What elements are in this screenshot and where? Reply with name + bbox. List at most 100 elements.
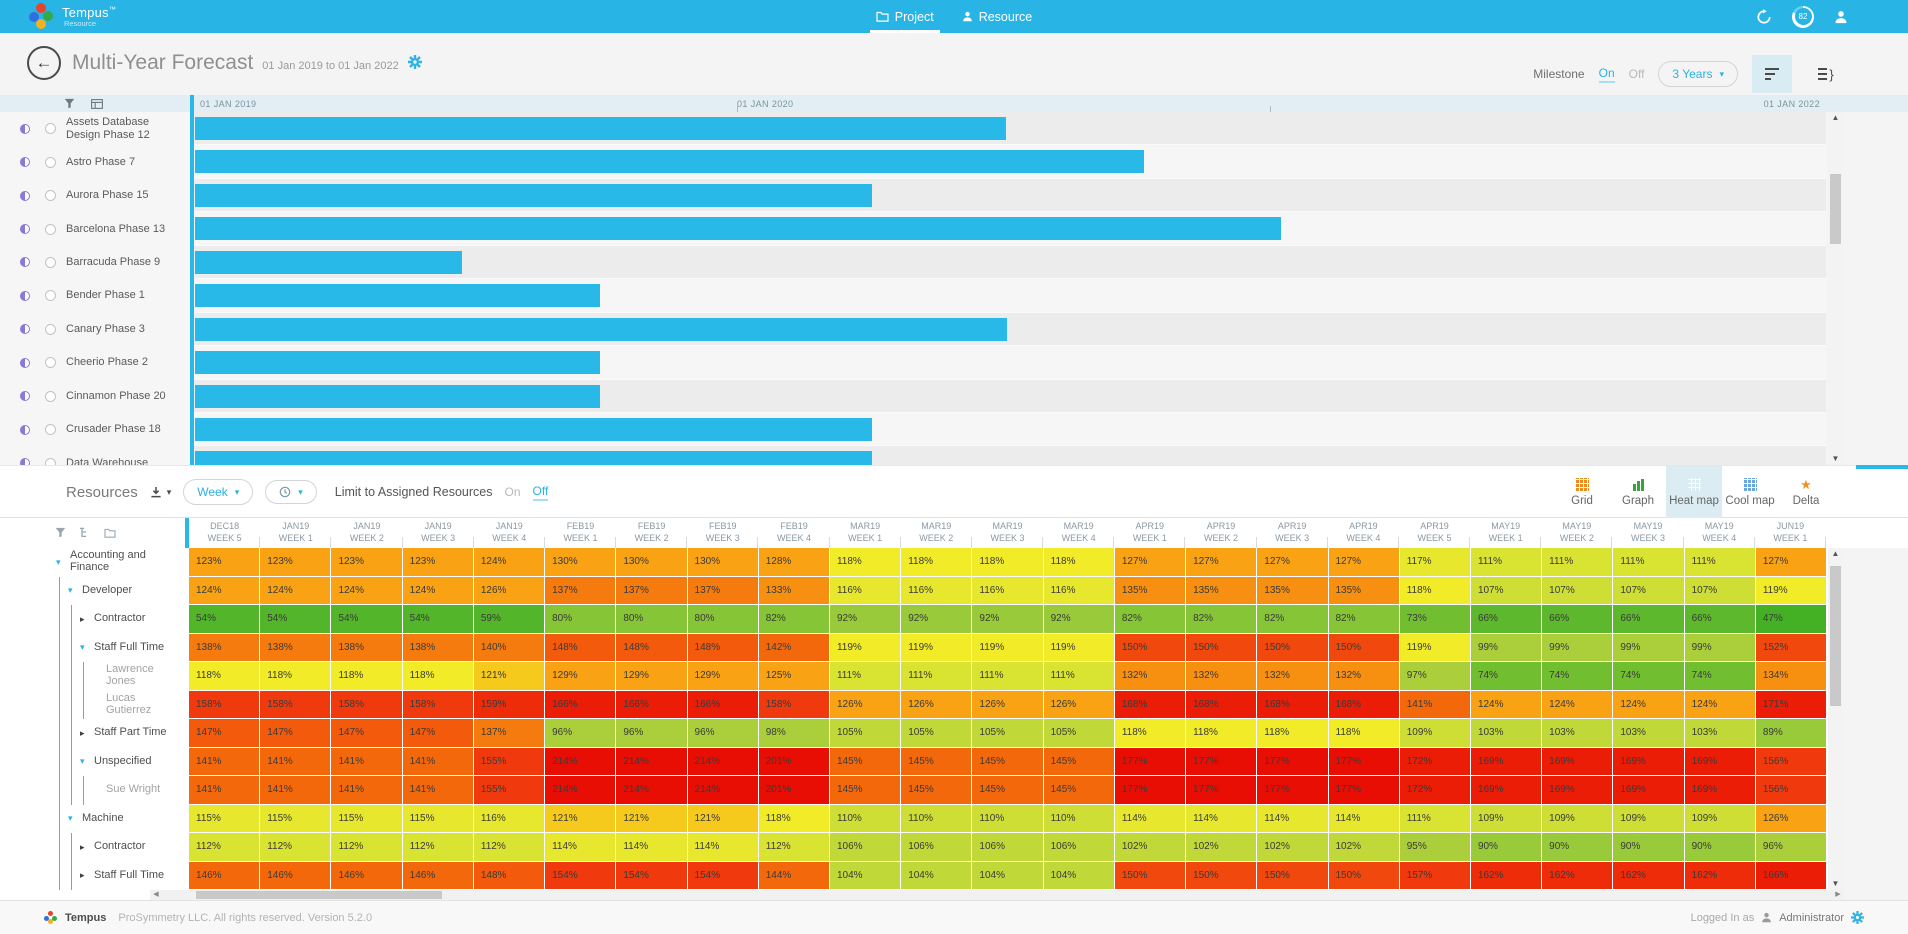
heatmap-cell[interactable]: 214% [545, 776, 616, 804]
heatmap-cell[interactable]: 156% [1755, 747, 1827, 775]
heatmap-cell[interactable]: 119% [1043, 633, 1114, 661]
heatmap-cell[interactable]: 112% [758, 833, 829, 861]
heatmap-cell[interactable]: 148% [545, 633, 616, 661]
heatmap-cell[interactable]: 119% [972, 633, 1043, 661]
heatmap-cell[interactable]: 147% [402, 719, 473, 747]
heatmap-cell[interactable]: 92% [901, 605, 972, 633]
heatmap-cell[interactable]: 124% [1613, 690, 1684, 718]
project-radio[interactable] [45, 357, 56, 369]
project-row[interactable]: Astro Phase 7 [0, 145, 190, 178]
heatmap-cell[interactable]: 141% [331, 747, 402, 775]
view-button-heat-map[interactable]: Heat map [1666, 466, 1722, 518]
heatmap-cell[interactable]: 177% [1114, 747, 1186, 775]
heatmap-cell[interactable]: 119% [901, 633, 972, 661]
tree-caret-icon[interactable]: ▾ [68, 813, 73, 824]
project-row[interactable]: Barracuda Phase 9 [0, 246, 190, 279]
heatmap-cell[interactable]: 114% [545, 833, 616, 861]
heatmap-cell[interactable]: 124% [189, 576, 260, 604]
scrollbar-thumb[interactable] [1830, 566, 1841, 706]
heatmap-cell[interactable]: 126% [901, 690, 972, 718]
heatmap-cell[interactable]: 137% [545, 576, 616, 604]
heatmap-cell[interactable]: 106% [1043, 833, 1114, 861]
heatmap-cell[interactable]: 150% [1257, 861, 1328, 889]
heatmap-cell[interactable]: 107% [1613, 576, 1684, 604]
heatmap-cell[interactable]: 138% [331, 633, 402, 661]
heatmap-cell[interactable]: 135% [1257, 576, 1328, 604]
period-dropdown[interactable]: Week ▾ [183, 479, 254, 505]
heatmap-cell[interactable]: 104% [1043, 861, 1114, 889]
resource-tree-item[interactable]: ▸ Contractor [0, 605, 185, 634]
heatmap-cell[interactable]: 135% [1186, 576, 1257, 604]
heatmap-cell[interactable]: 80% [545, 605, 616, 633]
heatmap-cell[interactable]: 110% [1043, 804, 1114, 832]
heatmap-cell[interactable]: 96% [616, 719, 687, 747]
heatmap-cell[interactable]: 118% [260, 662, 331, 690]
heatmap-cell[interactable]: 82% [1114, 605, 1186, 633]
scroll-down-arrow[interactable]: ▼ [1831, 879, 1840, 888]
heatmap-cell[interactable]: 74% [1470, 662, 1542, 690]
heatmap-cell[interactable]: 111% [1542, 548, 1613, 576]
tree-caret-icon[interactable]: ▾ [68, 585, 73, 596]
heatmap-cell[interactable]: 132% [1186, 662, 1257, 690]
heatmap-cell[interactable]: 172% [1399, 747, 1470, 775]
heatmap-cell[interactable]: 105% [1043, 719, 1114, 747]
tree-view-icon[interactable] [79, 527, 91, 538]
heatmap-cell[interactable]: 124% [331, 576, 402, 604]
heatmap-cell[interactable]: 166% [616, 690, 687, 718]
heatmap-cell[interactable]: 116% [972, 576, 1043, 604]
heatmap-cell[interactable]: 107% [1470, 576, 1542, 604]
heatmap-cell[interactable]: 96% [545, 719, 616, 747]
heatmap-cell[interactable]: 54% [331, 605, 402, 633]
heatmap-cell[interactable]: 90% [1684, 833, 1755, 861]
heatmap-cell[interactable]: 138% [260, 633, 331, 661]
heatmap-cell[interactable]: 111% [1399, 804, 1470, 832]
heatmap-cell[interactable]: 102% [1257, 833, 1328, 861]
resource-tree-item[interactable]: ▾ Unspecified [0, 747, 185, 776]
heatmap-cell[interactable]: 115% [331, 804, 402, 832]
refresh-icon[interactable] [1756, 8, 1772, 25]
nav-project[interactable]: Project [869, 0, 940, 33]
heatmap-cell[interactable]: 155% [473, 776, 545, 804]
project-radio[interactable] [45, 156, 56, 168]
heatmap-cell[interactable]: 112% [260, 833, 331, 861]
project-row[interactable]: Data Warehouse [0, 446, 190, 465]
heatmap-cell[interactable]: 141% [189, 747, 260, 775]
heatmap-cell[interactable]: 109% [1542, 804, 1613, 832]
tree-caret-icon[interactable]: ▾ [80, 756, 85, 767]
filter-icon[interactable] [55, 527, 66, 538]
heatmap-cell[interactable]: 137% [687, 576, 758, 604]
resource-tree-item[interactable]: Lucas Gutierrez [0, 690, 185, 719]
project-radio[interactable] [45, 457, 56, 465]
heatmap-cell[interactable]: 168% [1114, 690, 1186, 718]
heatmap-cell[interactable]: 150% [1114, 861, 1186, 889]
project-radio[interactable] [45, 390, 56, 402]
heatmap-cell[interactable]: 138% [189, 633, 260, 661]
heatmap-cell[interactable]: 74% [1613, 662, 1684, 690]
heatmap-cell[interactable]: 171% [1755, 690, 1827, 718]
heatmap-cell[interactable]: 124% [473, 548, 545, 576]
heatmap-cell[interactable]: 157% [1399, 861, 1470, 889]
heatmap-cell[interactable]: 73% [1399, 605, 1470, 633]
heatmap-cell[interactable]: 168% [1186, 690, 1257, 718]
heatmap-cell[interactable]: 172% [1399, 776, 1470, 804]
heatmap-cell[interactable]: 150% [1186, 633, 1257, 661]
heatmap-cell[interactable]: 104% [901, 861, 972, 889]
heatmap-cell[interactable]: 59% [473, 605, 545, 633]
heatmap-cell[interactable]: 89% [1755, 719, 1827, 747]
heatmap-cell[interactable]: 125% [758, 662, 829, 690]
heatmap-cell[interactable]: 116% [1043, 576, 1114, 604]
heatmap-cell[interactable]: 127% [1257, 548, 1328, 576]
admin-settings-gear-icon[interactable] [1851, 911, 1864, 924]
heatmap-cell[interactable]: 66% [1470, 605, 1542, 633]
heatmap-cell[interactable]: 134% [1755, 662, 1827, 690]
heatmap-cell[interactable]: 123% [260, 548, 331, 576]
heatmap-cell[interactable]: 66% [1684, 605, 1755, 633]
heatmap-cell[interactable]: 114% [1257, 804, 1328, 832]
heatmap-cell[interactable]: 150% [1257, 633, 1328, 661]
heatmap-cell[interactable]: 118% [901, 548, 972, 576]
heatmap-cell[interactable]: 105% [901, 719, 972, 747]
resource-tree-item[interactable]: ▾ Developer [0, 576, 185, 605]
heatmap-cell[interactable]: 158% [402, 690, 473, 718]
heatmap-cell[interactable]: 119% [829, 633, 901, 661]
resource-tree-item[interactable]: ▾ Accounting and Finance [0, 548, 185, 577]
